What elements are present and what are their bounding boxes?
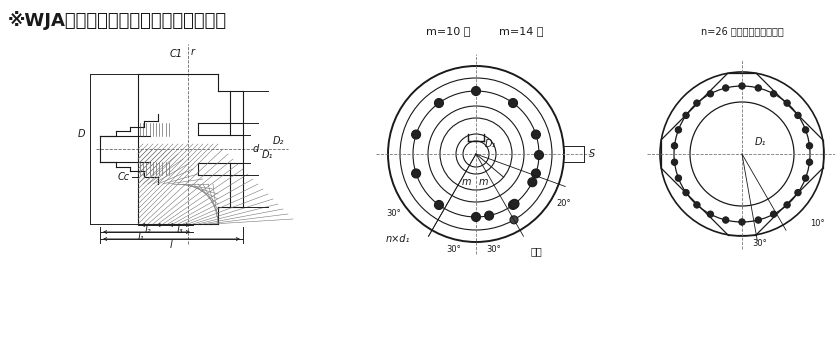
Text: m: m <box>478 177 488 187</box>
Circle shape <box>472 86 480 96</box>
Circle shape <box>771 211 777 217</box>
Circle shape <box>807 143 812 149</box>
Text: n×d₁: n×d₁ <box>386 234 410 244</box>
Text: 20°: 20° <box>557 199 571 208</box>
Circle shape <box>802 175 809 181</box>
Text: D₁: D₁ <box>754 137 766 147</box>
Text: n=26 时法兰螺栓孔的布置: n=26 时法兰螺栓孔的布置 <box>701 26 783 36</box>
Text: C1: C1 <box>170 49 183 59</box>
Circle shape <box>795 190 801 196</box>
Circle shape <box>784 100 790 106</box>
Text: r: r <box>191 47 195 57</box>
Text: d: d <box>253 144 259 154</box>
Circle shape <box>802 127 809 133</box>
Circle shape <box>755 85 762 91</box>
Text: 30°: 30° <box>447 244 462 254</box>
Circle shape <box>722 217 729 223</box>
Text: l₂: l₂ <box>144 225 151 235</box>
Circle shape <box>509 200 518 210</box>
Text: 油杯: 油杯 <box>530 246 542 256</box>
Circle shape <box>807 159 812 165</box>
Text: m: m <box>461 177 471 187</box>
Circle shape <box>510 199 519 208</box>
Text: D₁: D₁ <box>262 150 273 160</box>
Circle shape <box>739 219 745 225</box>
Circle shape <box>528 178 537 187</box>
Text: S: S <box>589 149 595 159</box>
Text: m=10 时: m=10 时 <box>426 26 470 36</box>
Text: 10°: 10° <box>810 219 824 228</box>
Circle shape <box>707 211 714 217</box>
Circle shape <box>531 130 540 139</box>
Text: l: l <box>170 240 172 250</box>
Circle shape <box>412 130 421 139</box>
Circle shape <box>434 99 443 107</box>
Circle shape <box>683 112 689 119</box>
Circle shape <box>694 100 700 106</box>
Circle shape <box>683 190 689 196</box>
Circle shape <box>434 200 443 210</box>
Circle shape <box>722 85 729 91</box>
Text: ※WJA型圆柱型轴孔联接球面滚子联轴器: ※WJA型圆柱型轴孔联接球面滚子联轴器 <box>8 11 227 30</box>
Text: D₁: D₁ <box>484 139 496 149</box>
Circle shape <box>676 175 681 181</box>
Circle shape <box>771 91 777 97</box>
Circle shape <box>509 99 518 107</box>
Text: D₂: D₂ <box>273 136 285 146</box>
Circle shape <box>795 112 801 119</box>
Text: 30°: 30° <box>487 244 501 254</box>
Text: D: D <box>78 129 85 139</box>
Circle shape <box>531 169 540 178</box>
Text: 30°: 30° <box>752 239 767 248</box>
Circle shape <box>707 91 714 97</box>
Circle shape <box>694 202 700 208</box>
Circle shape <box>784 202 790 208</box>
Text: 30°: 30° <box>387 210 402 219</box>
Text: Cc: Cc <box>118 172 130 182</box>
Circle shape <box>676 127 681 133</box>
Circle shape <box>739 83 745 89</box>
Circle shape <box>755 217 762 223</box>
Circle shape <box>412 169 421 178</box>
Text: l₁: l₁ <box>138 232 144 242</box>
Circle shape <box>510 216 518 224</box>
Circle shape <box>671 159 678 165</box>
Circle shape <box>484 211 493 220</box>
Text: l₃: l₃ <box>177 225 184 235</box>
Text: m=14 时: m=14 时 <box>498 26 544 36</box>
Circle shape <box>534 151 544 159</box>
Circle shape <box>671 143 678 149</box>
Circle shape <box>472 213 480 221</box>
